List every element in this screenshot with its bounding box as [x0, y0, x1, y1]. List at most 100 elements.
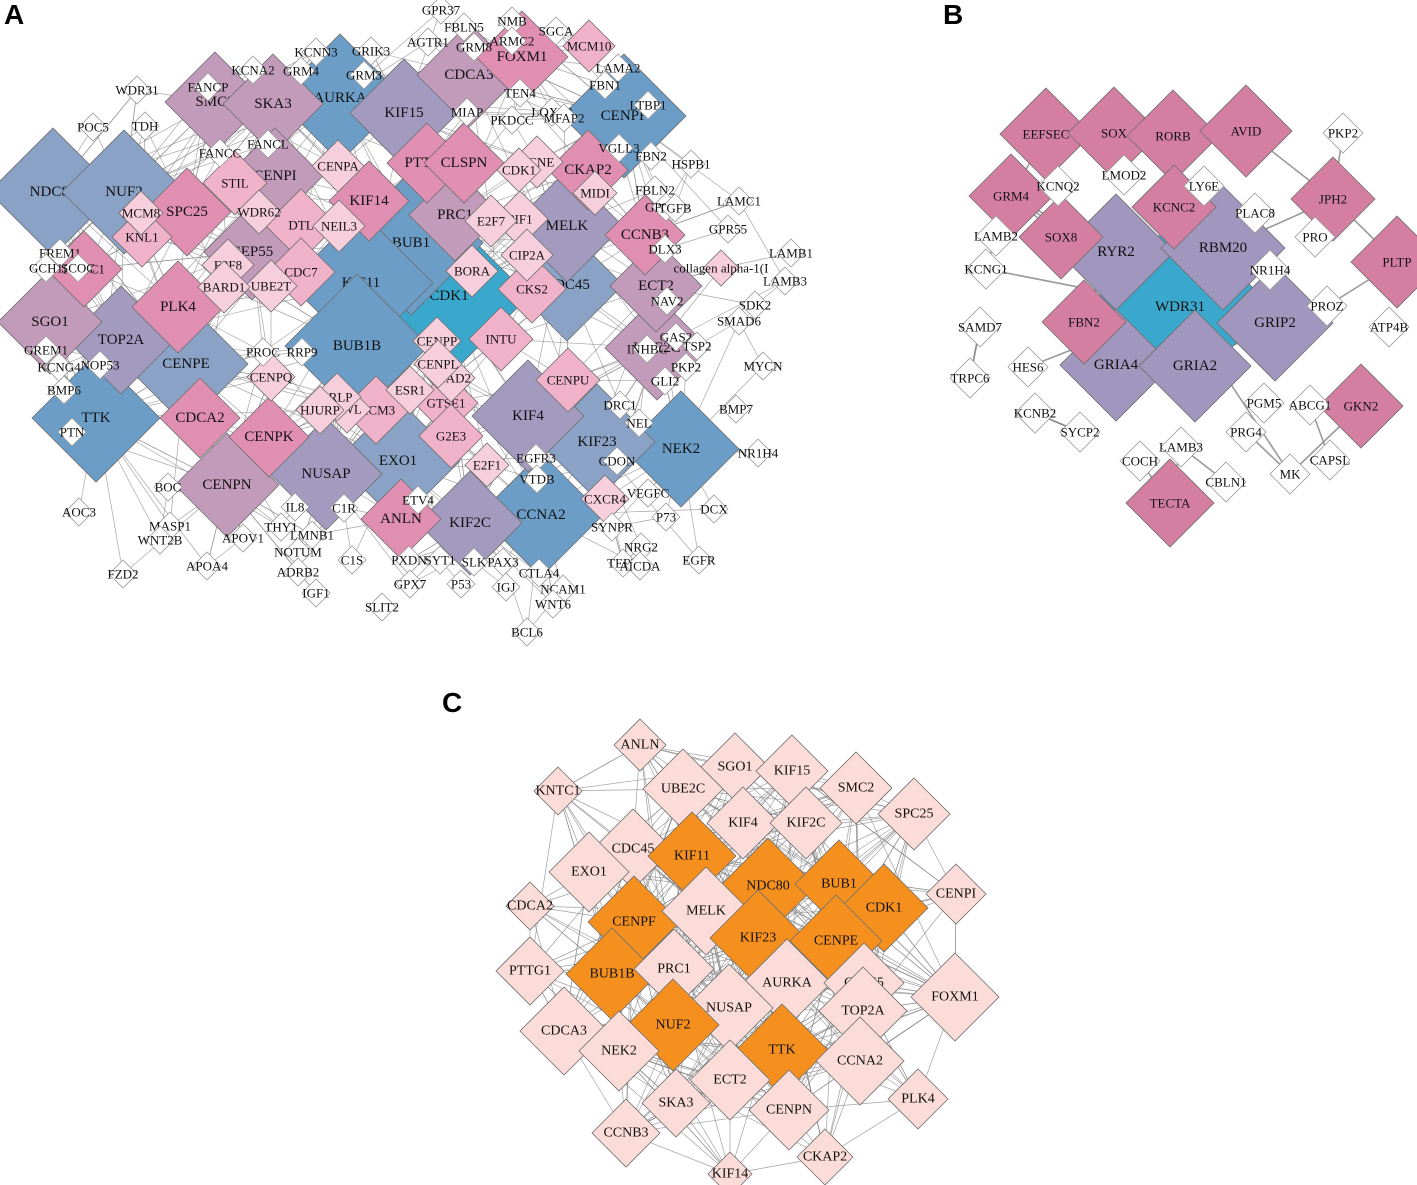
node-diamond[interactable] — [228, 523, 258, 553]
node-diamond[interactable] — [613, 718, 667, 772]
node-p73[interactable]: P73 — [651, 502, 681, 532]
node-sox8[interactable]: SOX8 — [1018, 194, 1104, 280]
node-diamond[interactable] — [446, 569, 476, 599]
node-pkdcc[interactable]: PKDCC — [490, 105, 534, 135]
node-diamond[interactable] — [413, 27, 443, 57]
node-diamond[interactable] — [1269, 453, 1311, 495]
node-gpx7[interactable]: GPX7 — [394, 569, 427, 599]
node-diamond[interactable] — [349, 60, 379, 90]
node-diamond[interactable] — [301, 37, 331, 67]
node-frem1[interactable]: FREM1 — [39, 238, 81, 268]
node-anln[interactable]: ANLN — [613, 718, 667, 772]
node-hspb1[interactable]: HSPB1 — [671, 149, 711, 179]
node-diamond[interactable] — [815, 1016, 905, 1106]
node-cdk1[interactable]: CDK1 — [496, 147, 542, 193]
node-diamond[interactable] — [689, 1039, 771, 1121]
node-plk4[interactable]: PLK4 — [887, 1068, 949, 1130]
node-diamond[interactable] — [49, 375, 79, 405]
node-diamond[interactable] — [287, 337, 317, 367]
node-grem1[interactable]: GREM1 — [24, 335, 68, 365]
node-fbn2[interactable]: FBN2 — [1041, 279, 1127, 365]
node-diamond[interactable] — [721, 394, 751, 424]
node-e2f7[interactable]: E2F7 — [464, 194, 518, 248]
node-gli2[interactable]: GLI2 — [650, 366, 680, 396]
node-diamond[interactable] — [740, 290, 770, 320]
node-dtl[interactable]: DTL — [264, 188, 338, 262]
node-diamond[interactable] — [578, 1010, 660, 1092]
node-cdca2[interactable]: CDCA2 — [505, 881, 555, 931]
node-diamond[interactable] — [1199, 84, 1293, 178]
node-diamond[interactable] — [1294, 216, 1336, 258]
node-egfr[interactable]: EGFR — [682, 545, 716, 575]
node-diamond[interactable] — [1007, 346, 1049, 388]
node-diamond[interactable] — [301, 578, 331, 608]
node-lama2[interactable]: LAMA2 — [596, 53, 641, 83]
node-diamond[interactable] — [31, 253, 61, 283]
node-abcg1[interactable]: ABCG1 — [1289, 384, 1332, 426]
node-ckap2[interactable]: CKAP2 — [796, 1128, 854, 1185]
node-diamond[interactable] — [1306, 285, 1348, 327]
node-exo1[interactable]: EXO1 — [548, 831, 630, 913]
node-diamond[interactable] — [682, 331, 712, 361]
node-diamond[interactable] — [676, 149, 706, 179]
node-diamond[interactable] — [356, 36, 386, 66]
node-nr1h4[interactable]: NR1H4 — [738, 438, 779, 468]
node-avid[interactable]: AVID — [1199, 84, 1293, 178]
node-cdon[interactable]: CDON — [599, 446, 636, 476]
node-diamond[interactable] — [975, 215, 1017, 257]
node-diamond[interactable] — [295, 385, 345, 435]
node-drc1[interactable]: DRC1 — [603, 390, 637, 420]
node-diamond[interactable] — [1249, 249, 1291, 291]
node-coch[interactable]: COCH — [1119, 440, 1161, 482]
node-fbln5[interactable]: FBLN5 — [444, 12, 484, 42]
node-diamond[interactable] — [500, 228, 554, 282]
node-e2f1[interactable]: E2F1 — [464, 442, 510, 488]
node-scoc[interactable]: SCOC — [61, 253, 95, 283]
node-ect2[interactable]: ECT2 — [689, 1039, 771, 1121]
node-diamond[interactable] — [85, 350, 115, 380]
node-diamond[interactable] — [1125, 458, 1215, 548]
node-bmp6[interactable]: BMP6 — [47, 375, 81, 405]
node-kcng1[interactable]: KCNG1 — [964, 248, 1008, 290]
node-diamond[interactable] — [329, 493, 359, 523]
node-foxm1[interactable]: FOXM1 — [910, 952, 1000, 1042]
node-cip2a[interactable]: CIP2A — [500, 228, 554, 282]
node-cbln1[interactable]: CBLN1 — [1205, 461, 1247, 503]
node-diamond[interactable] — [238, 55, 268, 85]
node-diamond[interactable] — [497, 254, 567, 324]
node-mcm10[interactable]: MCM10 — [562, 19, 616, 73]
node-kif15[interactable]: KIF15 — [755, 734, 829, 808]
node-fancc[interactable]: FANCC — [199, 138, 241, 168]
node-dlx3[interactable]: DLX3 — [648, 234, 682, 264]
node-diamond[interactable] — [468, 306, 534, 372]
node-diamond[interactable] — [776, 238, 806, 268]
node-diamond[interactable] — [633, 90, 663, 120]
node-diamond[interactable] — [1243, 382, 1285, 424]
node-pttg1[interactable]: PTTG1 — [495, 936, 565, 1006]
node-sdk2[interactable]: SDK2 — [739, 290, 772, 320]
node-cdca2[interactable]: CDCA2 — [159, 377, 241, 459]
node-nmb[interactable]: NMB — [497, 6, 527, 36]
node-apoa4[interactable]: APOA4 — [186, 551, 228, 581]
node-cenpn[interactable]: CENPN — [748, 1069, 830, 1151]
node-diamond[interactable] — [248, 337, 278, 367]
node-diamond[interactable] — [417, 470, 523, 576]
node-gria2[interactable]: GRIA2 — [1138, 309, 1252, 423]
node-pax3[interactable]: PAX3 — [487, 547, 519, 577]
node-diamond[interactable] — [959, 306, 1001, 348]
node-diamond[interactable] — [505, 78, 535, 108]
node-armc2[interactable]: ARMC2 — [490, 26, 535, 56]
node-diamond[interactable] — [707, 1151, 753, 1185]
node-lmnb1[interactable]: LMNB1 — [290, 520, 334, 550]
node-diamond[interactable] — [641, 1068, 711, 1138]
node-diamond[interactable] — [910, 952, 1000, 1042]
node-diamond[interactable] — [197, 260, 251, 314]
node-diamond[interactable] — [572, 170, 618, 216]
node-mfap2[interactable]: MFAP2 — [544, 103, 585, 133]
node-cenpq[interactable]: CENPQ — [246, 352, 296, 402]
node-diamond[interactable] — [1234, 192, 1276, 234]
node-diamond[interactable] — [497, 26, 527, 56]
node-diamond[interactable] — [130, 111, 160, 141]
node-lmod2[interactable]: LMOD2 — [1102, 154, 1147, 196]
node-diamond[interactable] — [748, 351, 778, 381]
